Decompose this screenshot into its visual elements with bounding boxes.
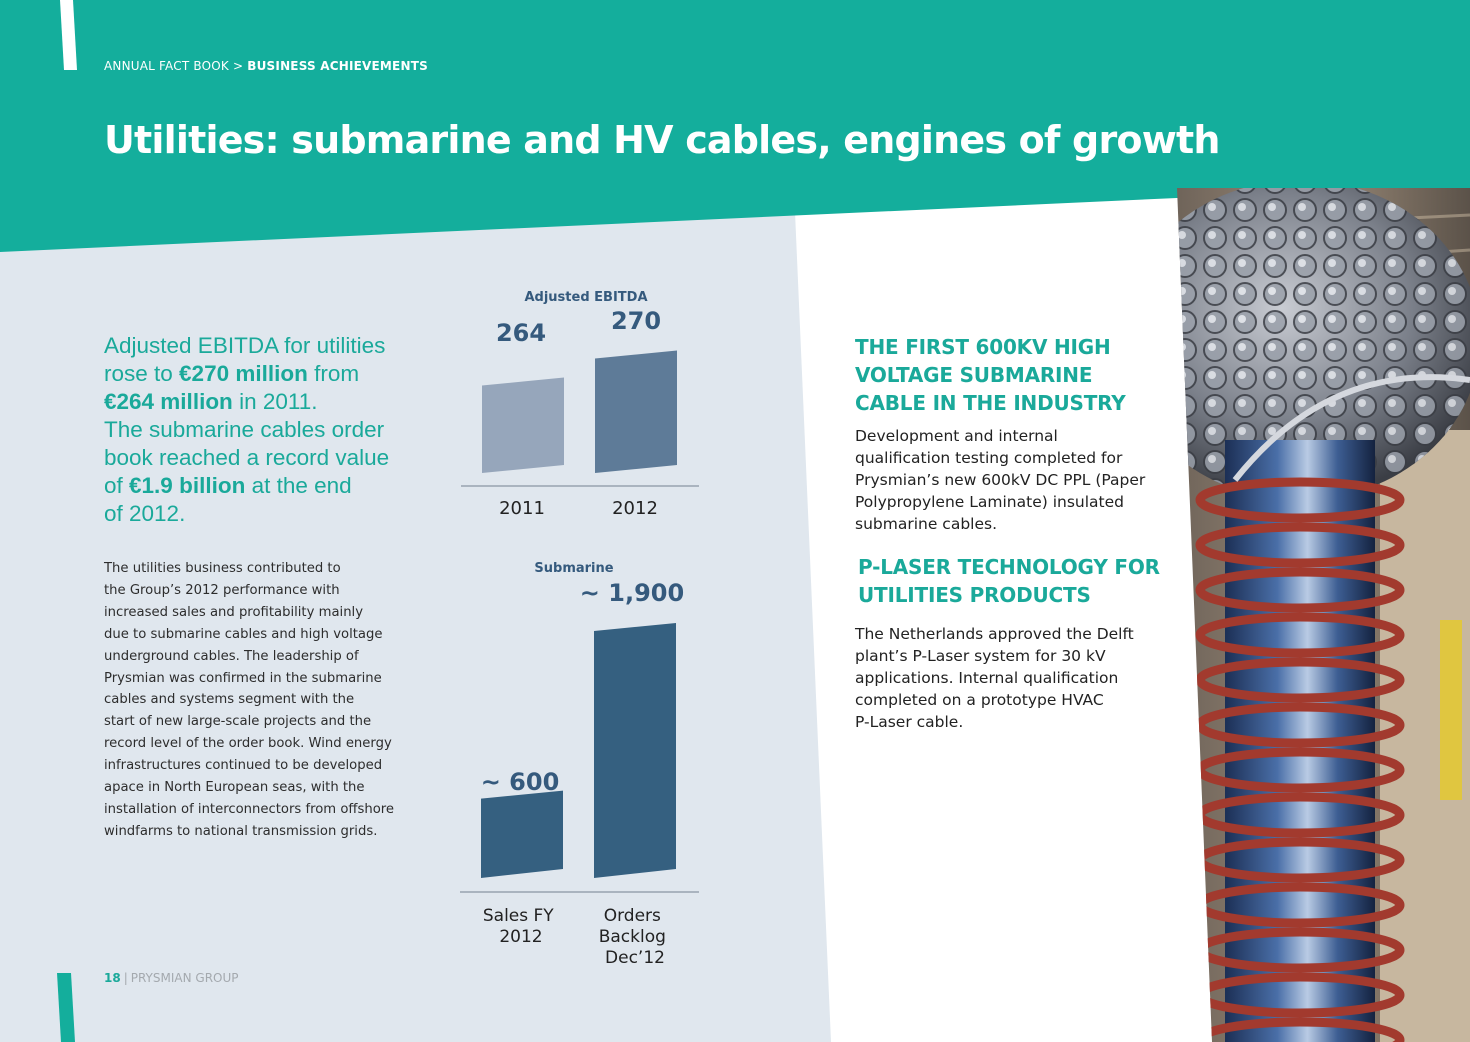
body-line: Prysmian was confirmed in the submarine bbox=[104, 670, 382, 686]
submarine-chart: Submarine ~ 600 ~ 1,900 Sales FY 2012 Or… bbox=[460, 561, 699, 968]
ebitda-chart-title: Adjusted EBITDA bbox=[524, 290, 647, 305]
footer-company: PRYSMIAN GROUP bbox=[130, 971, 239, 985]
body-line: start of new large-scale projects and th… bbox=[104, 714, 372, 730]
page-title: Utilities: submarine and HV cables, engi… bbox=[104, 118, 1220, 162]
submarine-category-sales: Sales FY 2012 bbox=[483, 906, 559, 947]
submarine-bar-sales bbox=[481, 790, 563, 878]
body-line: The utilities business contributed to bbox=[104, 561, 341, 576]
footer-separator: | bbox=[123, 971, 128, 985]
page-footer: 18 | PRYSMIAN GROUP bbox=[104, 971, 239, 985]
teal-header bbox=[0, 0, 1470, 252]
ebitda-category-2012: 2012 bbox=[612, 498, 658, 519]
breadcrumb-separator: > bbox=[232, 59, 244, 73]
body-line: the Group’s 2012 performance with bbox=[104, 582, 340, 598]
ebitda-value-2011: 264 bbox=[496, 319, 546, 347]
submarine-bar-backlog bbox=[594, 623, 676, 878]
submarine-value-backlog: ~ 1,900 bbox=[580, 579, 684, 607]
ebitda-chart: Adjusted EBITDA 264 270 2011 2012 bbox=[461, 290, 699, 519]
body-line: installation of interconnectors from off… bbox=[104, 801, 395, 817]
ebitda-bar-2011 bbox=[482, 377, 564, 473]
submarine-category-backlog: Orders Backlog Dec’12 bbox=[599, 906, 672, 968]
body-line: windfarms to national transmission grids… bbox=[104, 823, 378, 839]
breadcrumb-section: ANNUAL FACT BOOK bbox=[104, 59, 229, 73]
breadcrumb-page: BUSINESS ACHIEVEMENTS bbox=[247, 59, 428, 73]
breadcrumb: ANNUAL FACT BOOK > BUSINESS ACHIEVEMENTS bbox=[104, 59, 428, 73]
footer-accent-bar bbox=[57, 973, 75, 1042]
body-line: infrastructures continued to be develope… bbox=[104, 758, 383, 774]
body-line: underground cables. The leadership of bbox=[104, 648, 359, 664]
heading-p-laser: P-LASER TECHNOLOGY FOR UTILITIES PRODUCT… bbox=[858, 555, 1160, 607]
body-line: increased sales and profitability mainly bbox=[104, 604, 364, 620]
ebitda-bar-2012 bbox=[595, 350, 677, 473]
submarine-value-sales: ~ 600 bbox=[481, 768, 560, 796]
body-paragraph: The utilities business contributed to th… bbox=[104, 558, 404, 843]
body-line: apace in North European seas, with the bbox=[104, 780, 365, 796]
page-number: 18 bbox=[104, 971, 121, 985]
heading-600kv: THE FIRST 600KV HIGH VOLTAGE SUBMARINE C… bbox=[855, 335, 1126, 415]
ebitda-category-2011: 2011 bbox=[499, 498, 545, 519]
body-p-laser: The Netherlands approved the Delft plant… bbox=[855, 625, 1134, 731]
body-line: record level of the order book. Wind ene… bbox=[104, 736, 392, 752]
body-600kv: Development and internal qualification t… bbox=[855, 427, 1146, 533]
body-line: due to submarine cables and high voltage bbox=[104, 626, 383, 642]
body-line: cables and systems segment with the bbox=[104, 692, 355, 708]
lead-paragraph: Adjusted EBITDA for utilities rose to €2… bbox=[104, 333, 390, 526]
ebitda-value-2012: 270 bbox=[611, 307, 661, 335]
submarine-chart-title: Submarine bbox=[534, 561, 613, 576]
header-accent-bar bbox=[60, 0, 77, 70]
photo-hv-equipment bbox=[1177, 188, 1470, 1042]
